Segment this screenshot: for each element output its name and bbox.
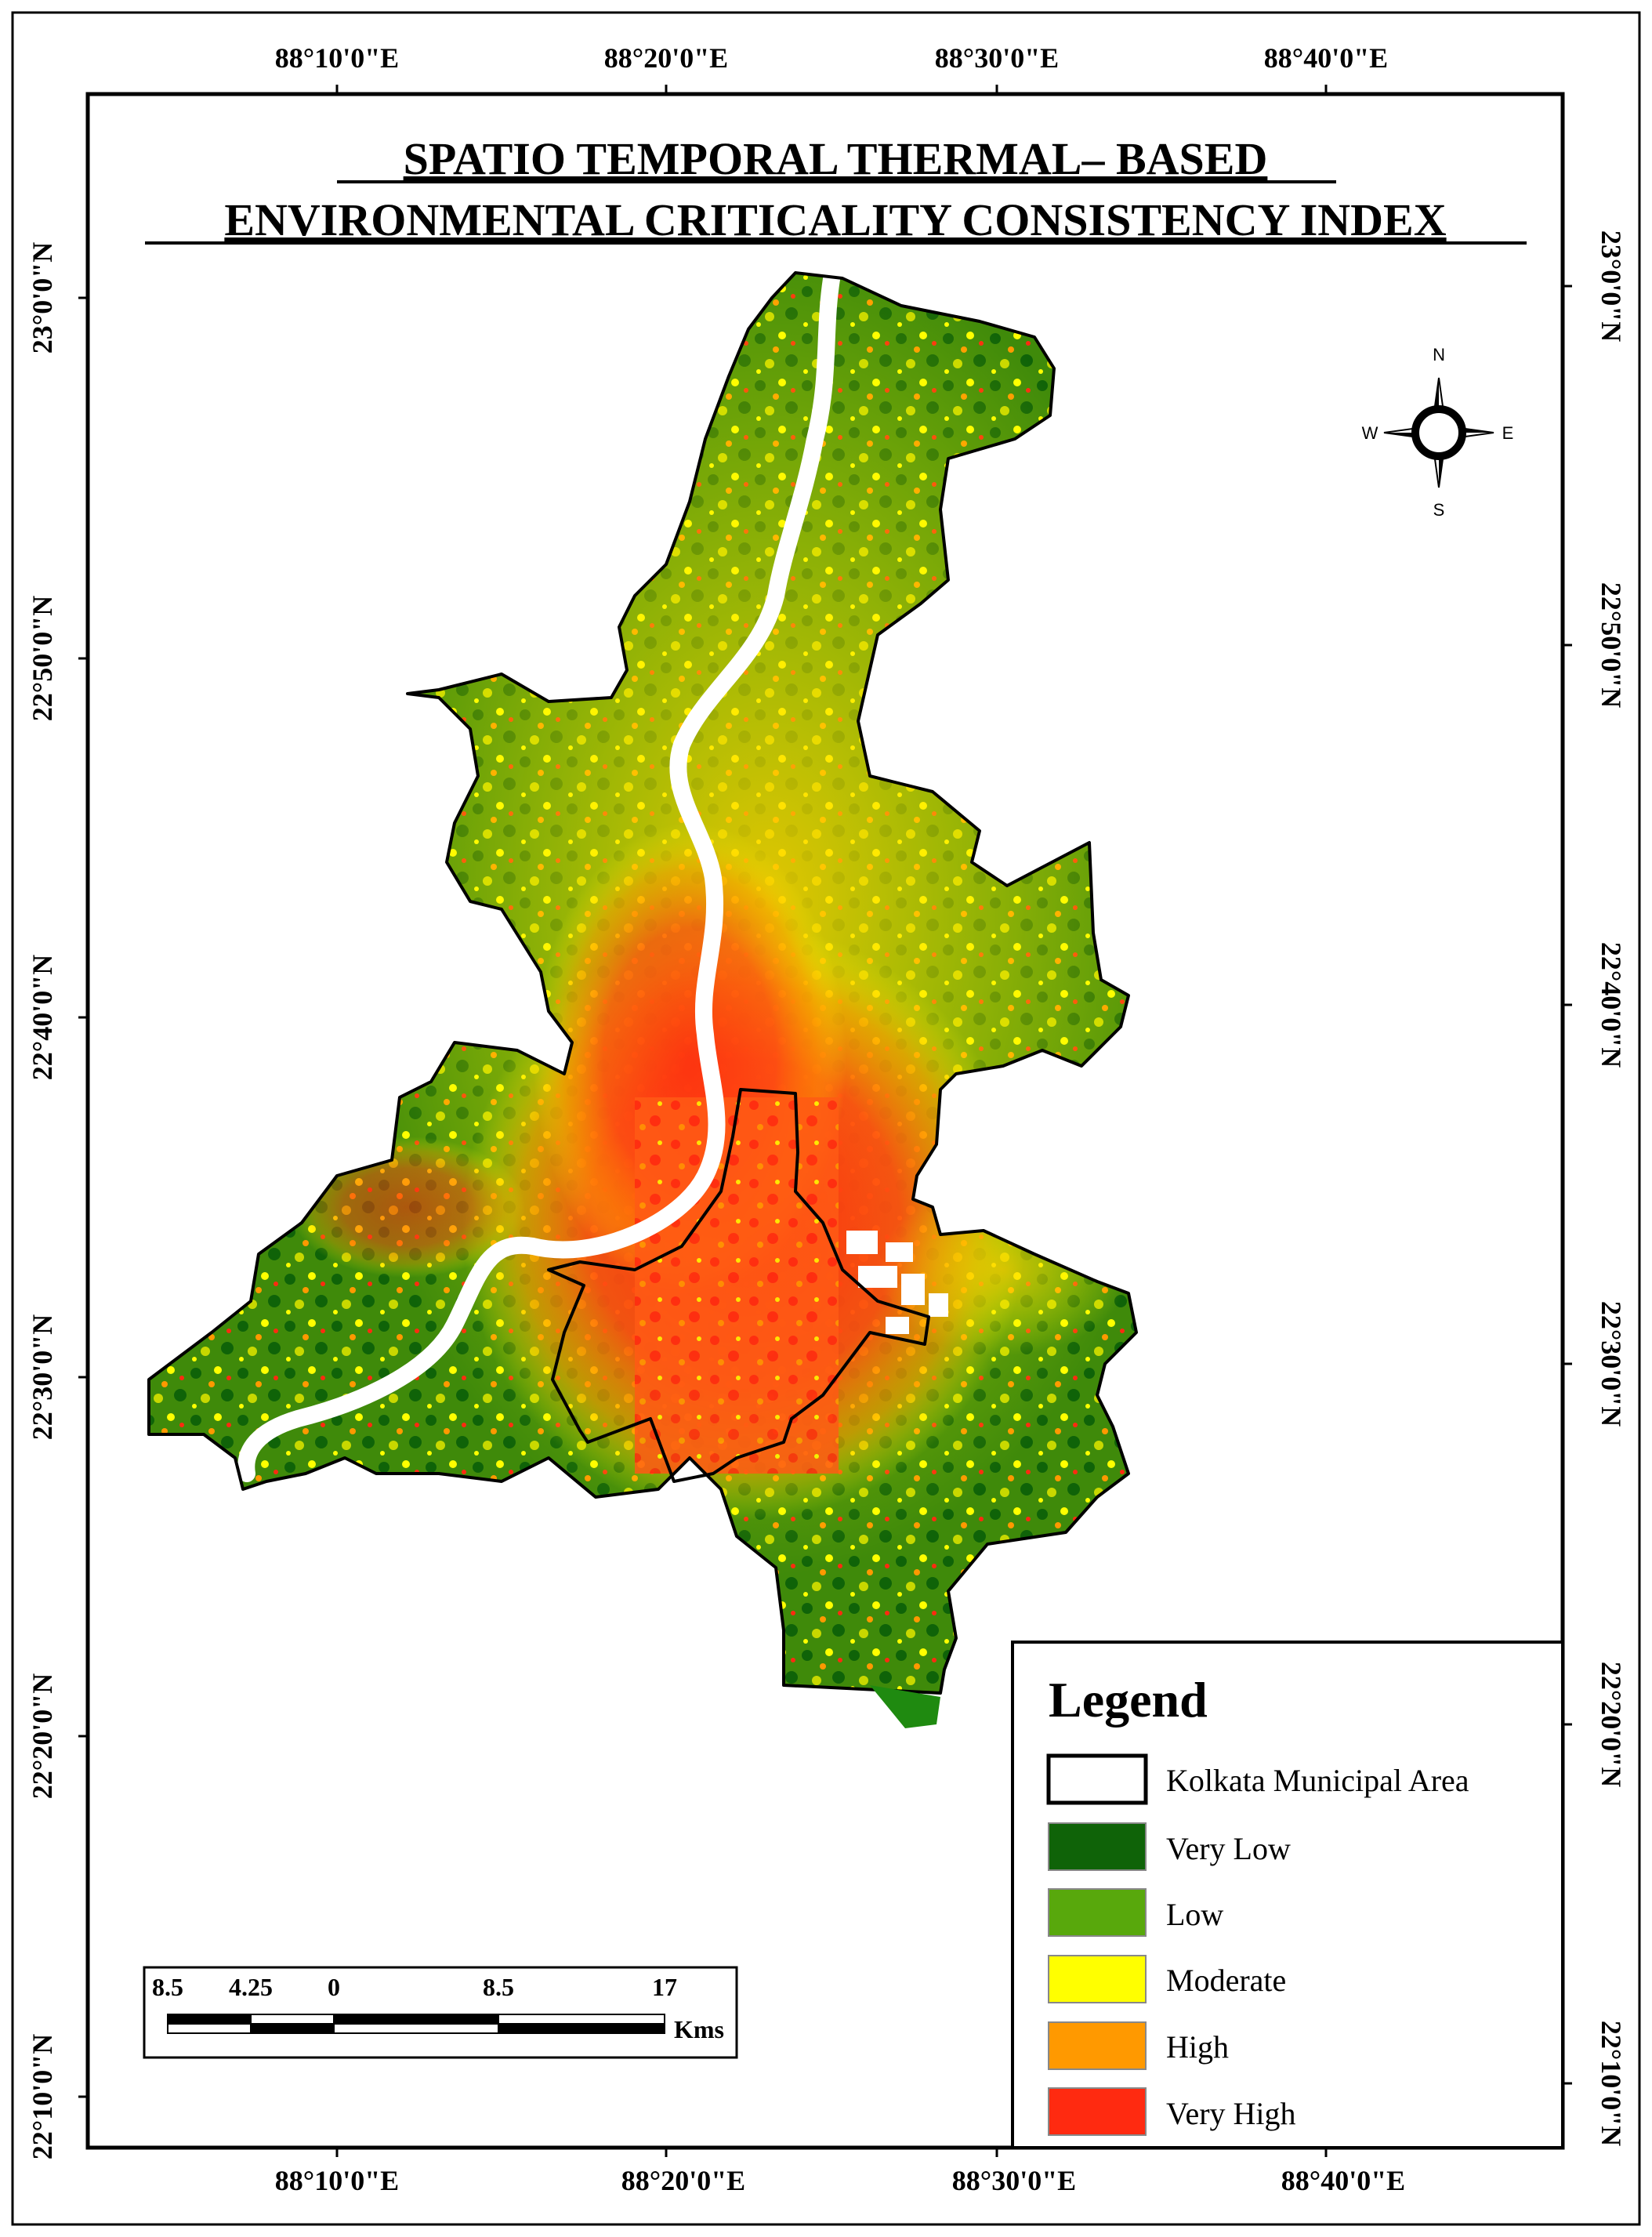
scale-bar: 8.5 4.25 0 8.5 17 Kms (143, 1966, 738, 2059)
bottom-longitude-label: 88°40'0"E (1281, 2165, 1405, 2196)
right-latitude-label: 22°10'0"N (1596, 2021, 1627, 2146)
legend-label: Kolkata Municipal Area (1166, 1763, 1469, 1798)
map-title-line-1: SPATIO TEMPORAL THERMAL– BASED (404, 133, 1268, 184)
wetland-patches (846, 1231, 948, 1334)
left-latitude-label: 22°20'0"N (27, 1673, 58, 1799)
legend-label: Very Low (1166, 1831, 1291, 1866)
right-latitude-label: 22°50'0"N (1596, 582, 1627, 708)
scale-tick-label: 8.5 (483, 1973, 514, 2001)
scale-unit-label: Kms (674, 2015, 724, 2043)
right-latitude-label: 23°0'0"N (1596, 230, 1627, 342)
legend-swatch-high (1048, 2021, 1147, 2070)
north-arrow-compass-icon: N S E W (1362, 345, 1514, 520)
map-title-line-2: ENVIRONMENTAL CRITICALITY CONSISTENCY IN… (224, 194, 1446, 245)
legend-label: Low (1166, 1897, 1223, 1932)
left-latitude-label: 22°50'0"N (27, 596, 58, 721)
legend-swatch-very-high (1048, 2087, 1147, 2136)
legend-label: Moderate (1166, 1963, 1286, 1998)
left-latitude-label: 22°10'0"N (27, 2034, 58, 2159)
right-latitude-label: 22°40'0"N (1596, 942, 1627, 1068)
legend: Legend Kolkata Municipal Area Very Low L… (1011, 1641, 1564, 2149)
legend-title: Legend (1049, 1672, 1208, 1728)
scale-tick-label: 17 (652, 1973, 677, 2001)
graticule-ticks (78, 85, 1572, 2157)
scale-bar-box (143, 1966, 738, 2059)
right-latitude-label: 22°30'0"N (1596, 1301, 1627, 1427)
scale-tick-label: 0 (328, 1973, 340, 2001)
legend-swatch-low (1048, 1888, 1147, 1937)
compass-south-label: S (1433, 500, 1445, 520)
left-latitude-label: 23°0'0"N (27, 242, 58, 353)
legend-swatch-moderate (1048, 1955, 1147, 2003)
top-longitude-label: 88°20'0"E (604, 42, 728, 74)
bottom-longitude-label: 88°10'0"E (275, 2165, 399, 2196)
legend-swatch-very-low (1048, 1822, 1147, 1871)
bottom-longitude-label: 88°20'0"E (621, 2165, 745, 2196)
top-longitude-label: 88°30'0"E (935, 42, 1059, 74)
compass-west-label: W (1362, 423, 1378, 443)
scale-tick-label: 8.5 (152, 1973, 183, 2001)
hooghly-river (237, 273, 841, 1482)
legend-swatch-kolkata-municipal-area (1046, 1753, 1148, 1805)
top-longitude-label: 88°40'0"E (1264, 42, 1388, 74)
kolkata-municipal-boundary (547, 1088, 930, 1483)
outer-frame (11, 11, 1641, 2226)
legend-label: High (1166, 2029, 1229, 2065)
scale-tick-label: 4.25 (229, 1973, 273, 2001)
legend-label: Very High (1166, 2096, 1296, 2131)
compass-north-label: N (1433, 345, 1445, 364)
left-latitude-label: 22°40'0"N (27, 955, 58, 1080)
right-latitude-label: 22°20'0"N (1596, 1662, 1627, 1787)
compass-east-label: E (1502, 423, 1514, 443)
top-longitude-label: 88°10'0"E (275, 42, 399, 74)
bottom-longitude-label: 88°30'0"E (952, 2165, 1076, 2196)
left-latitude-label: 22°30'0"N (27, 1314, 58, 1440)
